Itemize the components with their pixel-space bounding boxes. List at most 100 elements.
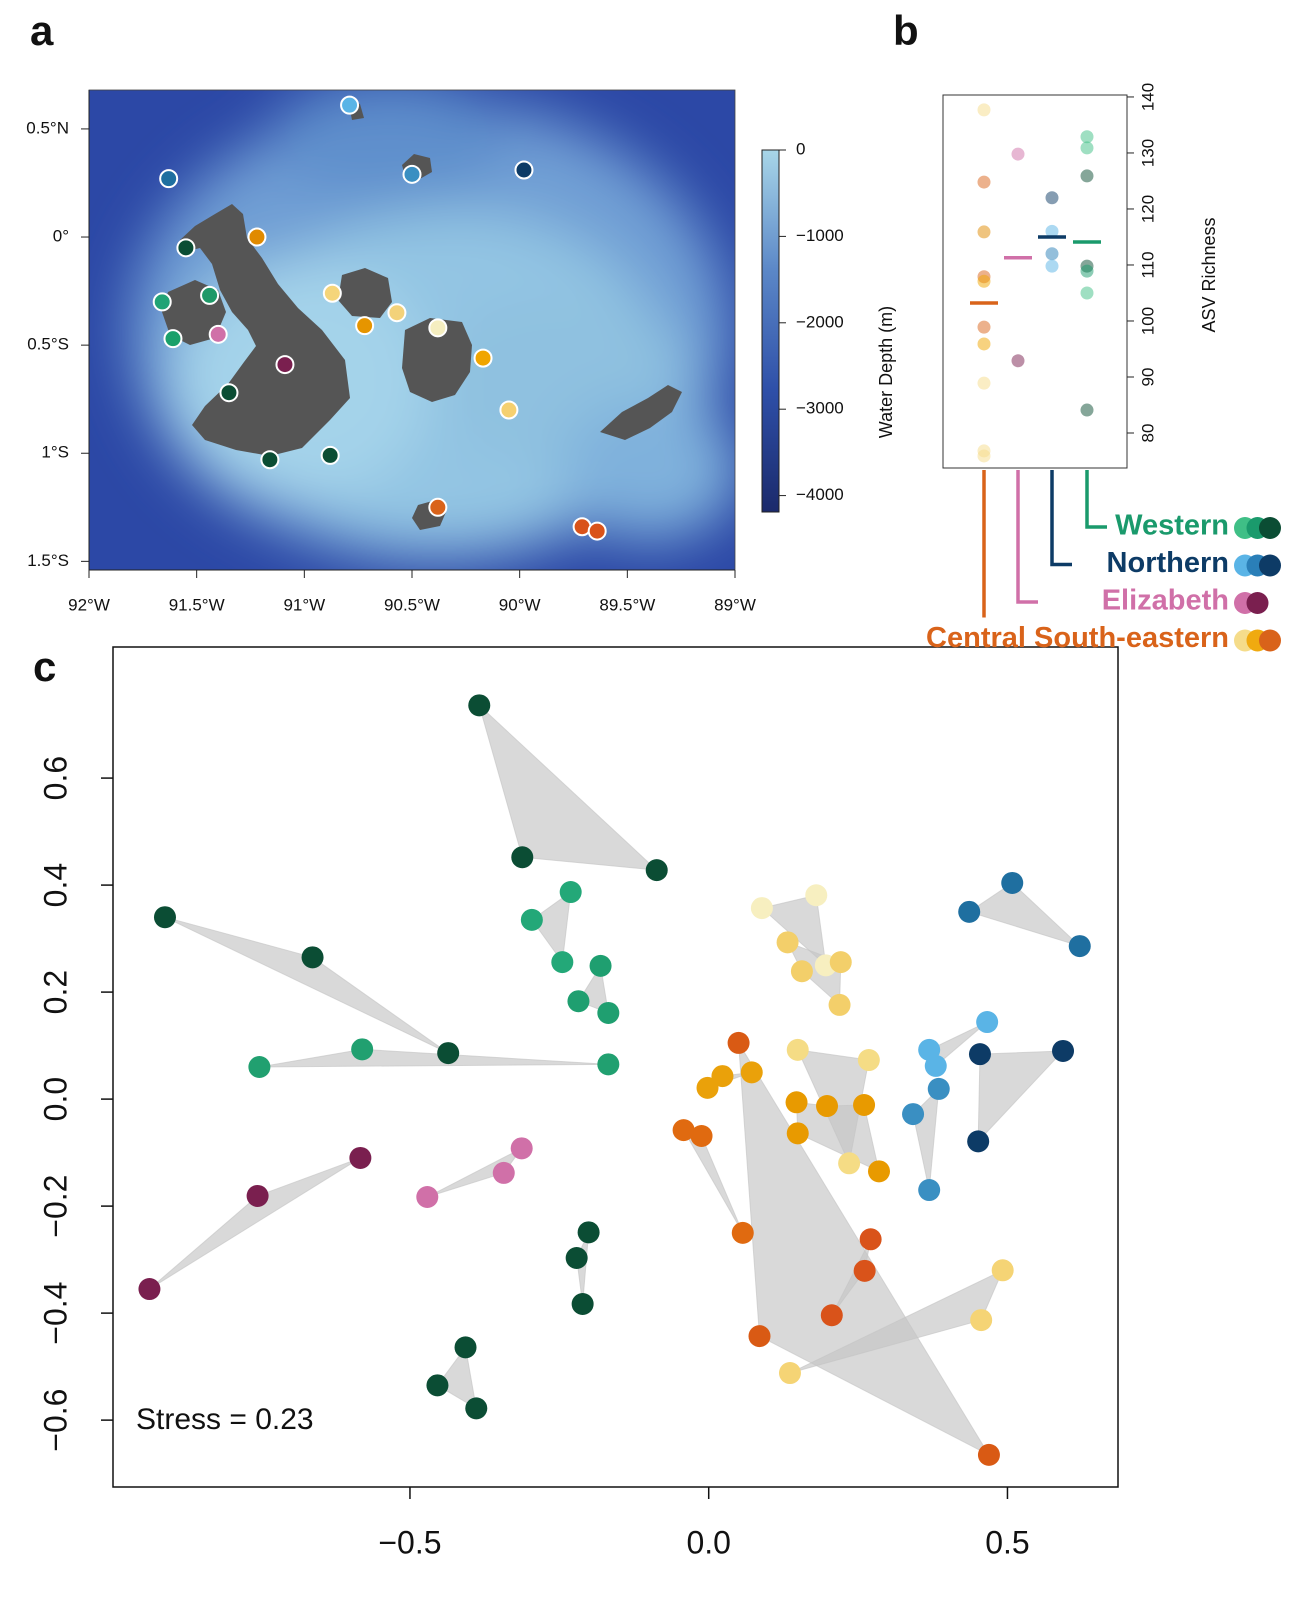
nmds-point (859, 1228, 882, 1251)
nmds-point (510, 1137, 533, 1160)
nmds-point (468, 694, 491, 717)
nmds-point (902, 1103, 925, 1126)
hull (977, 1050, 1064, 1142)
y-tick-label: −0.2 (37, 1175, 73, 1238)
richness-point (1080, 403, 1094, 417)
y-tick-label: 80 (1138, 424, 1157, 443)
y-tick-label: 100 (1138, 307, 1157, 335)
hull (738, 1042, 990, 1456)
richness-point (977, 175, 991, 189)
nmds-point (867, 1160, 890, 1183)
map-background (89, 90, 735, 570)
richness-point (977, 449, 991, 463)
x-tick-label: 90°W (499, 595, 541, 614)
y-tick-label: 0.5°N (26, 118, 69, 137)
x-tick-label: 89°W (714, 595, 756, 614)
nmds-point (597, 1001, 620, 1024)
nmds-point (805, 884, 828, 907)
colorbar (761, 149, 780, 513)
richness-point (977, 337, 991, 351)
hull (683, 1129, 744, 1234)
nmds-point (690, 1125, 713, 1148)
nmds-point (416, 1186, 439, 1209)
hull (164, 916, 449, 1054)
site-point (176, 238, 196, 258)
site-point (340, 95, 360, 115)
site-point (387, 303, 407, 323)
nmds-point (597, 1053, 620, 1076)
nmds-point (645, 859, 668, 882)
nmds-point (1001, 871, 1024, 894)
hull (436, 1346, 477, 1409)
nmds-point (138, 1278, 161, 1301)
nmds-point (727, 1031, 750, 1054)
x-tick-label: 90.5°W (384, 595, 440, 614)
site-point (200, 285, 220, 305)
nmds-point (968, 1043, 991, 1066)
legend-dot (1259, 554, 1281, 577)
nmds-point (748, 1325, 771, 1348)
y-tick-label: 130 (1138, 139, 1157, 167)
hull (789, 1269, 1004, 1374)
nmds-point (511, 846, 534, 869)
site-point (428, 318, 448, 338)
colorbar-tick-label: −1000 (796, 226, 844, 245)
richness-point (1080, 130, 1094, 144)
richness-point (977, 320, 991, 334)
richness-point (977, 376, 991, 390)
nmds-point (976, 1011, 999, 1034)
nmds-point (559, 881, 582, 904)
legend-label: Western (1115, 510, 1229, 542)
site-point (355, 316, 375, 336)
legend-label: Central South-eastern (926, 622, 1229, 654)
nmds-point (958, 900, 981, 923)
panel-label: a (30, 7, 54, 54)
nmds-point (918, 1179, 941, 1202)
y-tick-label: 0.4 (37, 863, 73, 907)
y-tick-label: 0.0 (37, 1077, 73, 1121)
nmds-point (437, 1042, 460, 1065)
hull (576, 1231, 590, 1305)
y-tick-label: 110 (1138, 251, 1157, 278)
richness-point (1045, 247, 1059, 261)
site-point (219, 383, 239, 403)
nmds-point (786, 1122, 809, 1145)
colorbar-label: Water Depth (m) (876, 306, 896, 438)
y-tick-label: 0.6 (37, 756, 73, 800)
colorbar-tick-label: −4000 (796, 485, 844, 504)
site-point (275, 355, 295, 375)
site-point (159, 169, 179, 189)
nmds-point (853, 1259, 876, 1282)
nmds-point (454, 1336, 477, 1359)
hulls (148, 704, 1081, 1456)
richness-point (1080, 141, 1094, 155)
richness-point (1011, 147, 1025, 161)
site-point (473, 348, 493, 368)
y-tick-label: −0.6 (37, 1389, 73, 1452)
nmds-point (551, 951, 574, 974)
site-point (320, 445, 340, 465)
legend-bracket (1050, 470, 1072, 567)
y-tick-label: 0.5°S (27, 335, 69, 354)
panel-label: c (33, 643, 56, 690)
richness-point (1045, 191, 1059, 205)
nmds-point (571, 1293, 594, 1316)
legend-label: Northern (1107, 547, 1229, 579)
nmds-point (838, 1152, 861, 1175)
nmds-point (731, 1221, 754, 1244)
legend-bracket (1016, 470, 1038, 604)
nmds-point (1068, 935, 1091, 958)
richness-point (1080, 286, 1094, 300)
nmds-point (301, 946, 324, 969)
site-point (247, 227, 267, 247)
y-tick-label: 90 (1138, 368, 1157, 387)
site-point (152, 292, 172, 312)
legend-label: Elizabeth (1102, 585, 1229, 617)
hull (426, 1147, 523, 1198)
legend-dot (1246, 592, 1269, 614)
strip-frame (942, 94, 1128, 469)
hull (531, 891, 572, 963)
nmds-point (248, 1056, 271, 1078)
x-tick-label: 0.5 (985, 1524, 1029, 1560)
x-tick-label: 92°W (68, 595, 110, 614)
